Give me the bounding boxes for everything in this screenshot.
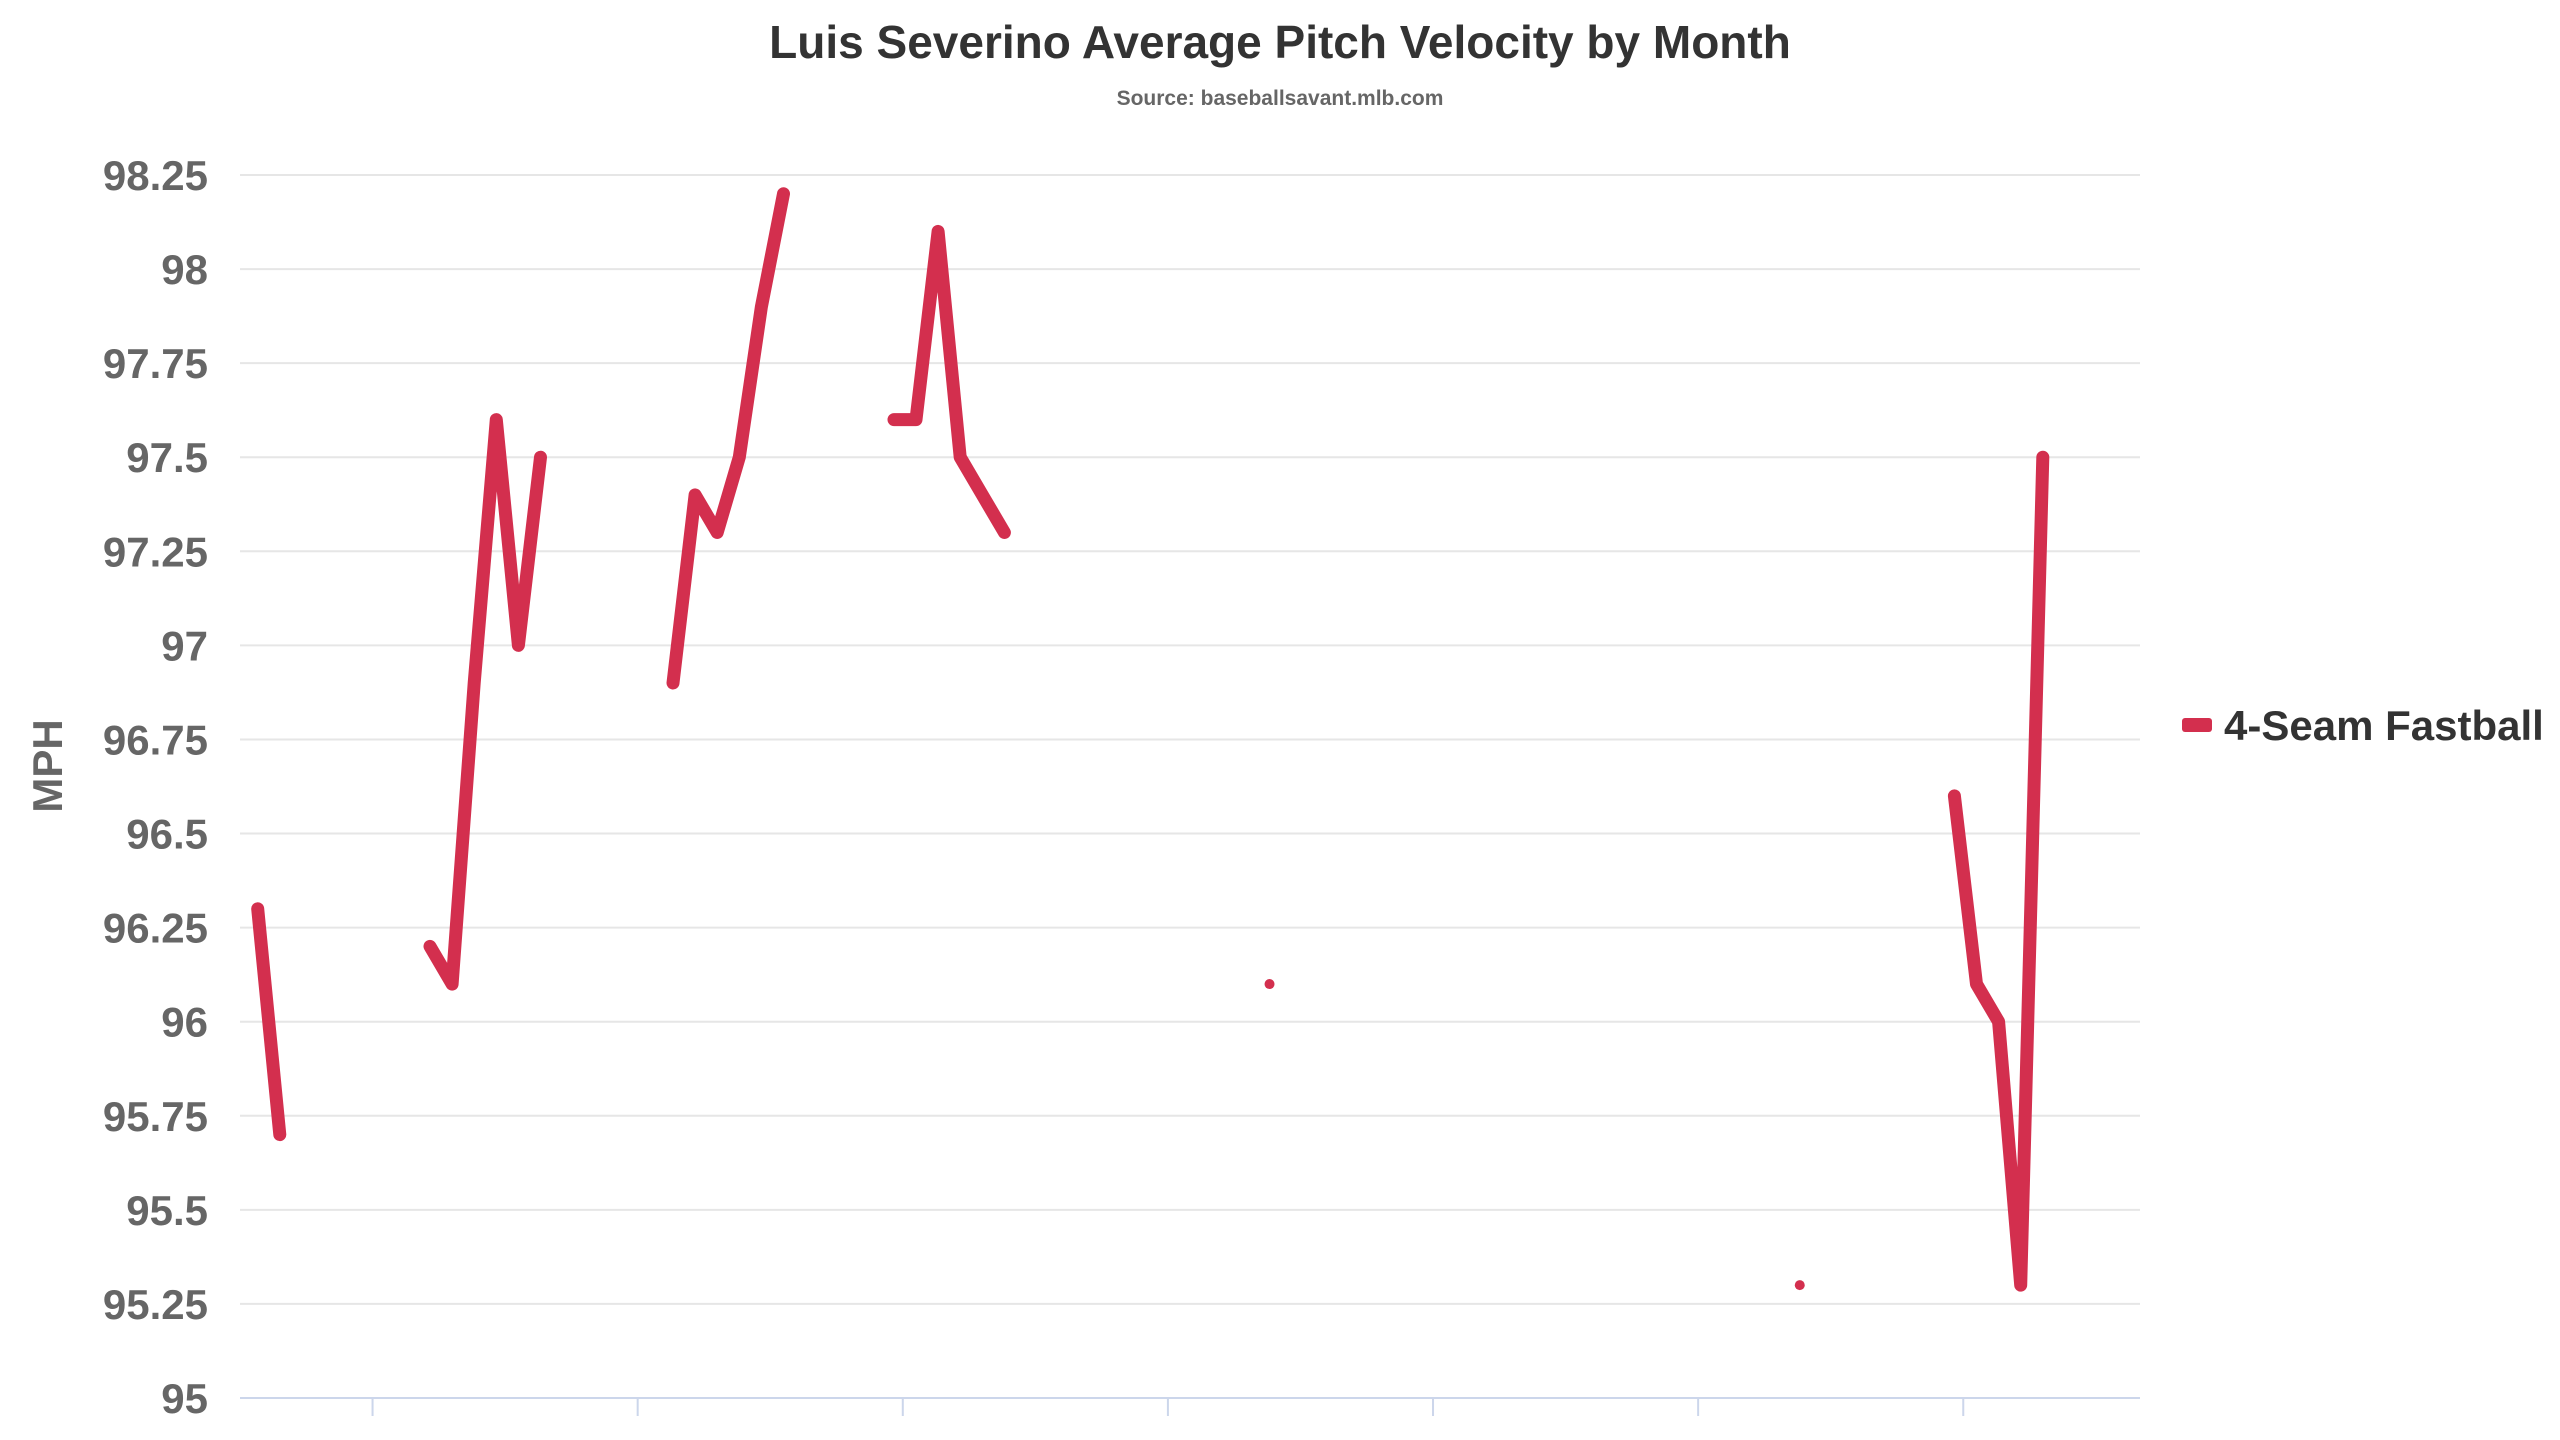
- y-tick-label: 95: [161, 1375, 208, 1422]
- y-axis-tick-labels: 95 95.25 95.5 95.75 96 96.25 96.5 96.75 97 97.25 9…: [103, 152, 208, 1422]
- legend[interactable]: 4-Seam Fastball: [2182, 702, 2544, 749]
- y-tick-label: 95.75: [103, 1093, 208, 1140]
- y-tick-label: 97.25: [103, 528, 208, 575]
- y-tick-label: 95.25: [103, 1281, 208, 1328]
- series-line: [887, 224, 1011, 539]
- series-line: [1947, 450, 2050, 1292]
- x-axis-ticks: [371, 1398, 1965, 1416]
- series-line: [251, 902, 287, 1142]
- y-tick-label: 96.5: [126, 811, 208, 858]
- y-tick-label: 98.25: [103, 152, 208, 199]
- series-group: [251, 187, 2050, 1292]
- legend-label: 4-Seam Fastball: [2224, 702, 2544, 749]
- gridlines: [240, 174, 2140, 1305]
- series-line: [666, 187, 790, 690]
- y-tick-label: 97.75: [103, 340, 208, 387]
- y-tick-label: 98: [161, 246, 208, 293]
- chart-title: Luis Severino Average Pitch Velocity by …: [769, 16, 1791, 68]
- legend-swatch: [2182, 718, 2212, 732]
- series-point: [1264, 979, 1275, 990]
- y-tick-label: 97.5: [126, 434, 208, 481]
- chart-subtitle: Source: baseballsavant.mlb.com: [1117, 87, 1444, 110]
- y-tick-label: 95.5: [126, 1187, 208, 1234]
- y-axis-label: MPH: [24, 719, 71, 812]
- series-point: [1794, 1280, 1805, 1291]
- y-tick-label: 96.25: [103, 905, 208, 952]
- y-tick-label: 97: [161, 622, 208, 669]
- series-line: [423, 413, 547, 991]
- y-tick-label: 96: [161, 999, 208, 1046]
- y-tick-label: 96.75: [103, 716, 208, 763]
